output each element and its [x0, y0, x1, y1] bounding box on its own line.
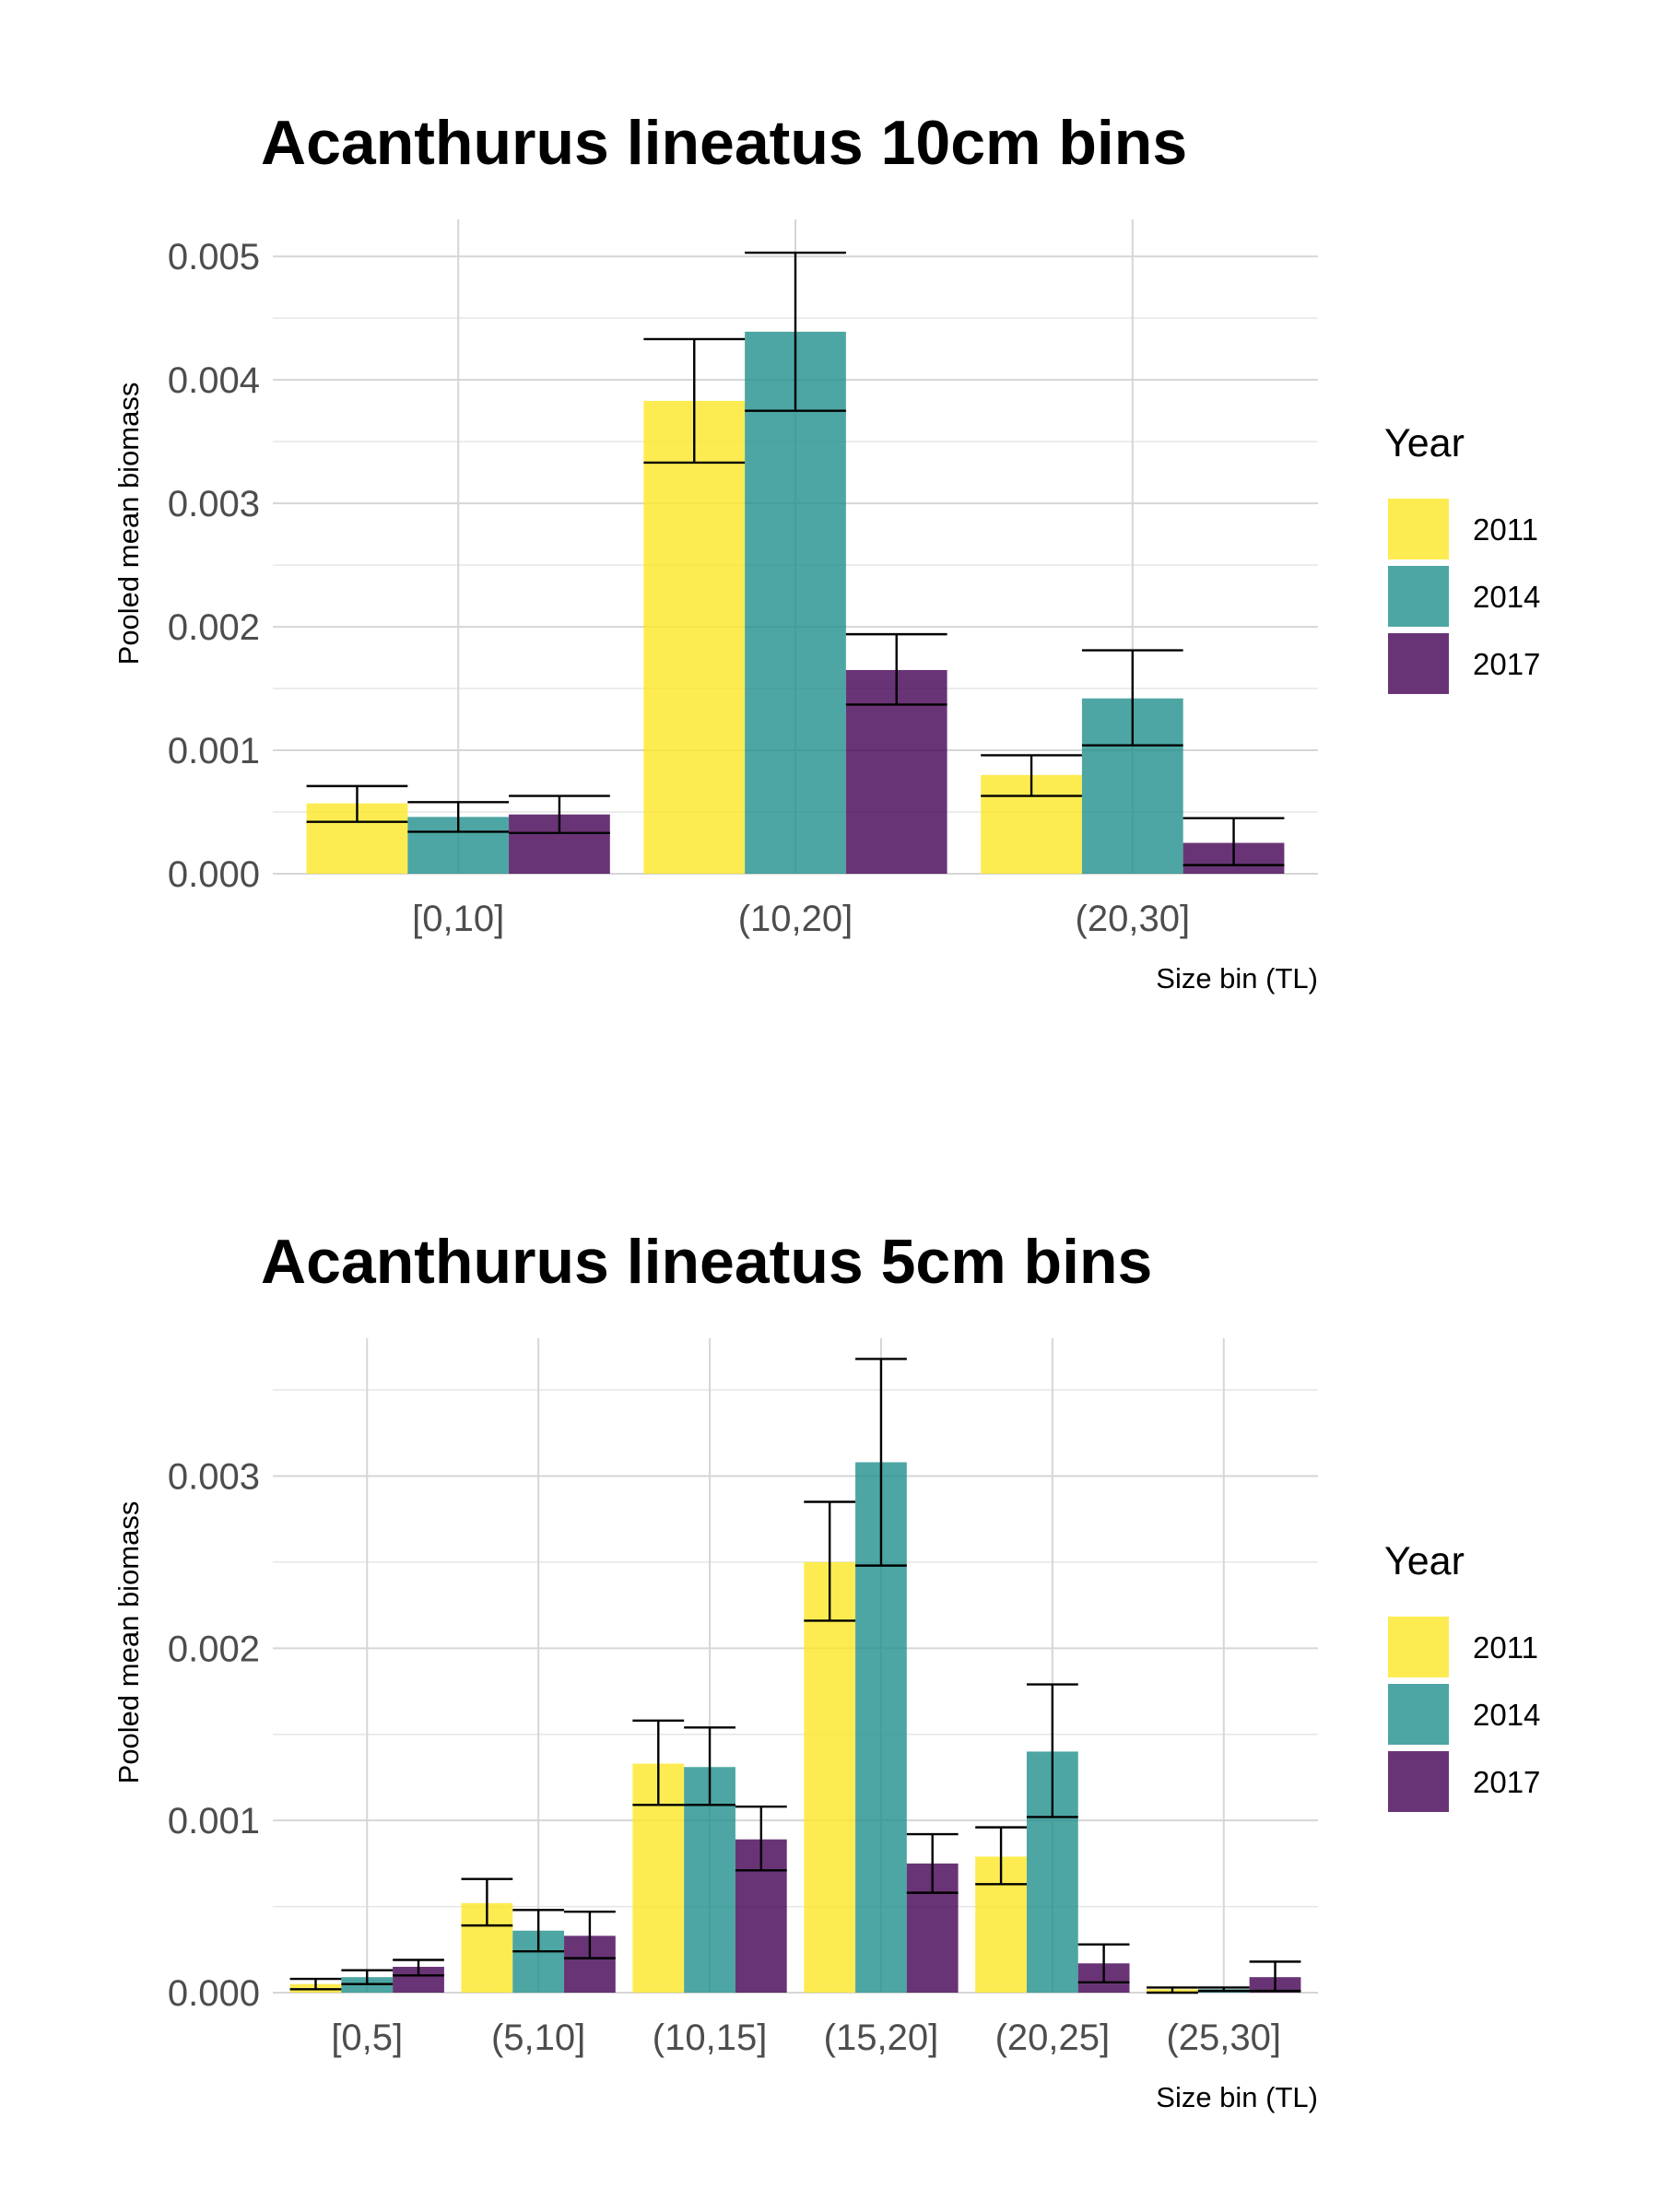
legend-label-2014: 2014 [1473, 1698, 1540, 1732]
y-axis-title: Pooled mean biomass [112, 382, 145, 665]
legend-label-2017: 2017 [1473, 1765, 1540, 1799]
error-bar-2017-(10,15] [735, 1806, 787, 1872]
x-tick-label: (20,30] [1076, 899, 1191, 939]
error-bar-2017-(20,30] [1182, 817, 1285, 866]
error-bar-2014-(20,25] [1026, 1683, 1078, 1818]
legend-swatch-2014 [1388, 566, 1449, 627]
error-bar-2017-(20,25] [1077, 1943, 1130, 1983]
error-bar-2011-(15,20] [804, 1500, 856, 1622]
error-bar-2014-[0,5] [341, 1969, 394, 1985]
error-bar-2011-[0,10] [306, 784, 408, 823]
x-tick-label: (10,20] [738, 899, 853, 939]
bar-2011-(15,20] [804, 1561, 856, 1993]
y-axis-title: Pooled mean biomass [112, 1501, 145, 1784]
legend-swatch-2014 [1388, 1684, 1449, 1745]
error-bar-2011-[0,5] [289, 1977, 342, 1991]
y-tick-label: 0.005 [168, 237, 260, 277]
x-tick-label: [0,5] [331, 2018, 403, 2058]
error-bar-2014-[0,10] [407, 801, 510, 833]
error-bar-2017-(5,10] [564, 1910, 616, 1959]
bar-2014-(10,20] [745, 331, 846, 875]
legend-label-2017: 2017 [1473, 647, 1540, 681]
legend-title: Year [1384, 421, 1465, 465]
legend-swatch-2017 [1388, 633, 1449, 694]
chart-title: Acanthurus lineatus 5cm bins [261, 1227, 1152, 1297]
legend: Year 2011 2014 2017 [1384, 1539, 1540, 1812]
error-bar-2011-(25,30] [1147, 1986, 1198, 1994]
y-tick-label: 0.003 [168, 484, 260, 524]
error-bar-2014-(15,20] [855, 1358, 907, 1567]
error-bar-2017-(15,20] [906, 1832, 959, 1894]
error-bar-2014-(10,20] [745, 251, 846, 412]
legend-label-2014: 2014 [1473, 580, 1540, 614]
error-bar-2011-(10,20] [643, 337, 746, 465]
error-bar-2011-(10,15] [632, 1719, 685, 1806]
x-tick-label: (25,30] [1166, 2018, 1281, 2058]
x-axis-title: Size bin (TL) [1156, 2081, 1318, 2113]
error-bar-2017-[0,10] [509, 794, 610, 834]
error-bar-2017-(25,30] [1249, 1960, 1301, 1993]
legend-swatch-2011 [1388, 1617, 1449, 1677]
x-tick-label: (20,25] [995, 2018, 1111, 2058]
error-bar-2011-(5,10] [461, 1877, 513, 1927]
legend-title: Year [1384, 1539, 1465, 1583]
chart-panel-1: 0.000 0.001 0.002 0.003 0.004 0.005 [0,10] (10,… [112, 108, 1540, 994]
error-bar-2014-(5,10] [512, 1909, 565, 1953]
y-tick-label: 0.000 [168, 854, 260, 895]
error-bar-2011-(20,30] [981, 754, 1082, 797]
error-bar-2014-(10,15] [684, 1726, 735, 1806]
chart-title: Acanthurus lineatus 10cm bins [261, 108, 1187, 178]
error-bar-2011-(20,25] [975, 1826, 1027, 1886]
x-axis-title: Size bin (TL) [1156, 962, 1318, 994]
legend-label-2011: 2011 [1473, 512, 1538, 547]
legend-swatch-2011 [1388, 499, 1449, 559]
y-tick-label: 0.001 [168, 1801, 260, 1841]
bar-2011-(10,20] [643, 400, 746, 874]
x-tick-label: [0,10] [412, 899, 504, 939]
error-bar-2017-[0,5] [393, 1959, 444, 1977]
x-tick-label: (15,20] [824, 2018, 939, 2058]
x-tick-label: (10,15] [653, 2018, 768, 2058]
error-bar-2014-(25,30] [1197, 1986, 1250, 1993]
y-tick-label: 0.002 [168, 1629, 260, 1669]
chart-panel-2: 0.000 0.001 0.002 0.003 [0,5] (5,10] (10,15] (1… [112, 1227, 1540, 2113]
legend-label-2011: 2011 [1473, 1630, 1538, 1665]
y-tick-label: 0.004 [168, 360, 260, 401]
y-tick-label: 0.001 [168, 731, 260, 771]
x-tick-label: (5,10] [491, 2018, 585, 2058]
error-bar-2014-(20,30] [1081, 649, 1183, 747]
legend: Year 2011 2014 2017 [1384, 421, 1540, 694]
y-tick-label: 0.002 [168, 607, 260, 648]
y-tick-label: 0.000 [168, 1973, 260, 2014]
legend-swatch-2017 [1388, 1751, 1449, 1812]
error-bar-2017-(10,20] [845, 632, 947, 706]
y-tick-label: 0.003 [168, 1456, 260, 1497]
